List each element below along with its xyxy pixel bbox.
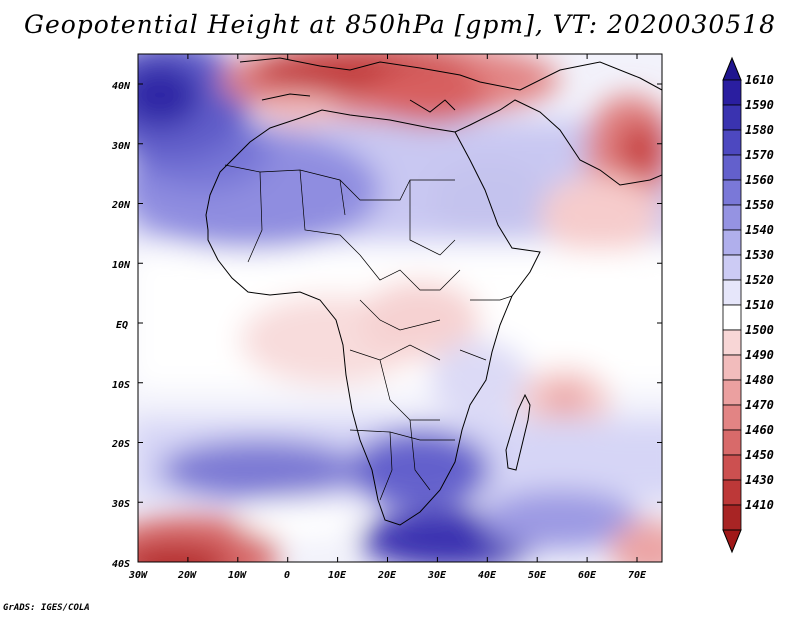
colorbar-label: 1520: [745, 273, 774, 287]
lon-label: 30E: [427, 570, 447, 581]
colorbar-label: 1510: [745, 298, 774, 312]
height-field: [138, 54, 662, 562]
colorbar-swatch: [722, 229, 742, 256]
colorbar-swatch: [722, 154, 742, 181]
lat-label: 20S: [111, 439, 130, 450]
lat-label: 10S: [112, 380, 130, 391]
colorbar-top-arrow: [722, 56, 742, 81]
lat-label: EQ: [116, 320, 128, 331]
colorbar-label: 1490: [745, 348, 774, 362]
colorbar-swatch: [722, 104, 742, 131]
colorbar-swatch: [722, 254, 742, 281]
lat-label: 10N: [112, 260, 131, 271]
lon-label: 60E: [578, 570, 597, 581]
colorbar-label: 1550: [745, 198, 774, 212]
plot-frame: [137, 53, 663, 563]
colorbar-swatch: [722, 504, 742, 531]
colorbar: 1610 1590 1580 1570 1560 1550 1540 1530 1520 1510…: [722, 56, 774, 554]
colorbar-label: 1500: [745, 323, 774, 337]
lon-label: 40E: [478, 570, 497, 581]
colorbar-label: 1570: [745, 148, 774, 162]
colorbar-swatch: [722, 129, 742, 156]
country-borders: [224, 164, 513, 501]
lon-label: 10W: [228, 570, 247, 581]
colorbar-label: 1450: [745, 448, 774, 462]
lat-label: 40S: [112, 559, 130, 570]
lon-label: 20E: [377, 570, 397, 581]
colorbar-label: 1540: [745, 223, 774, 237]
colorbar-bottom-arrow: [722, 529, 742, 554]
colorbar-swatch: [722, 304, 742, 331]
colorbar-swatch: [722, 479, 742, 506]
colorbar-label: 1530: [745, 248, 774, 262]
colorbar-swatch: [722, 404, 742, 431]
axis-ticks: [137, 54, 662, 563]
colorbar-label: 1590: [745, 98, 774, 112]
colorbar-label: 1470: [745, 398, 774, 412]
colorbar-label: 1480: [745, 373, 774, 387]
lat-label: 30N: [111, 141, 131, 152]
lon-label: 70E: [628, 570, 647, 581]
colorbar-swatch: [722, 354, 742, 381]
lon-label: 30W: [128, 570, 148, 581]
colorbar-swatch: [722, 179, 742, 206]
colorbar-swatch: [722, 329, 742, 356]
lon-labels: 30W 20W 10W 0 10E 20E 30E 40E 50E 60E 70…: [128, 570, 647, 581]
colorbar-label: 1580: [745, 123, 774, 137]
colorbar-swatch: [722, 79, 742, 106]
coastlines: [205, 57, 662, 526]
colorbar-swatch: [722, 454, 742, 481]
lon-label: 0: [284, 570, 290, 581]
colorbar-label: 1560: [745, 173, 774, 187]
colorbar-swatch: [722, 429, 742, 456]
map-title: Geopotential Height at 850hPa [gpm], VT:…: [23, 10, 777, 39]
credit-text: GrADS: IGES/COLA: [3, 603, 90, 613]
colorbar-label: 1610: [745, 73, 774, 87]
lat-label: 40N: [112, 81, 131, 92]
lat-label: 20N: [111, 200, 131, 211]
colorbar-swatch: [722, 204, 742, 231]
colorbar-label: 1430: [745, 473, 774, 487]
lon-label: 20W: [177, 570, 197, 581]
colorbar-label: 1410: [745, 498, 774, 512]
colorbar-swatch: [722, 379, 742, 406]
lon-label: 50E: [528, 570, 547, 581]
lon-label: 10E: [328, 570, 347, 581]
lat-labels: 40N 30N 20N 10N EQ 10S 20S 30S 40S: [111, 81, 131, 570]
colorbar-label: 1460: [745, 423, 774, 437]
colorbar-swatch: [722, 279, 742, 306]
lat-label: 30S: [111, 499, 130, 510]
